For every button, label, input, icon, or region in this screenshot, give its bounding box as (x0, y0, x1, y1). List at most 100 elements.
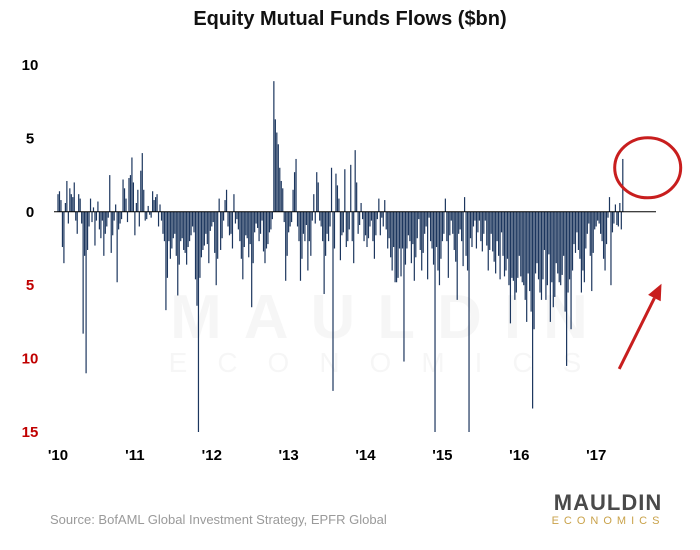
bar (259, 211, 262, 234)
bar (558, 211, 560, 283)
bar (231, 211, 234, 249)
bar (566, 211, 568, 366)
bar (271, 211, 273, 220)
bar (388, 211, 390, 239)
bar (81, 211, 83, 224)
bar (431, 211, 433, 249)
bar (79, 198, 81, 212)
bar (94, 211, 96, 246)
bar (199, 211, 201, 278)
bar (503, 211, 506, 277)
bar (571, 211, 574, 271)
bar (112, 211, 114, 236)
bar (215, 211, 217, 286)
bar (135, 202, 137, 212)
bar (546, 211, 548, 286)
bar (209, 211, 211, 231)
bar (100, 211, 102, 239)
bar (542, 211, 544, 280)
bar (475, 211, 478, 249)
bar (350, 164, 352, 212)
bar (97, 201, 99, 212)
bar (221, 211, 223, 239)
bar (270, 211, 272, 230)
bar (592, 211, 594, 253)
bar (325, 211, 327, 256)
bar (261, 211, 263, 221)
bar (307, 211, 309, 271)
bar (183, 211, 185, 250)
bar (382, 211, 384, 227)
bar (333, 211, 336, 249)
bar (197, 211, 200, 432)
bar (511, 211, 513, 278)
bar (116, 211, 118, 283)
bar (277, 144, 279, 212)
bar (594, 211, 596, 230)
bar (500, 211, 503, 233)
y-tick-label: 15 (22, 424, 39, 441)
bar (444, 198, 446, 212)
bar (119, 211, 121, 224)
bar (268, 211, 271, 233)
bar (257, 211, 259, 228)
bar (248, 211, 250, 258)
bar (339, 211, 341, 261)
bar (308, 211, 310, 242)
bar (498, 211, 500, 256)
y-tick-label: 10 (22, 57, 39, 74)
bar (429, 211, 432, 242)
x-tick-label: '13 (278, 447, 298, 464)
bar (567, 211, 569, 293)
bar (310, 211, 312, 256)
bar (169, 211, 171, 259)
bar (564, 211, 566, 312)
bar (403, 211, 405, 362)
bar (520, 211, 522, 277)
bar (514, 211, 516, 300)
bar (552, 211, 554, 308)
bar (240, 211, 242, 259)
bar (120, 211, 123, 220)
bar (341, 211, 343, 236)
bar (222, 211, 225, 221)
bar (291, 211, 293, 223)
bar (489, 211, 491, 250)
bar (177, 211, 179, 296)
bar (580, 211, 582, 293)
bar (527, 211, 529, 274)
bar (314, 211, 316, 224)
bar (469, 211, 472, 239)
bar (60, 200, 62, 212)
bar (329, 211, 331, 227)
bar (443, 211, 445, 234)
bar (243, 211, 245, 248)
bar (526, 211, 528, 322)
bar (107, 211, 109, 218)
bar (357, 211, 359, 234)
bar (159, 204, 161, 212)
bar (410, 211, 412, 264)
annotations (613, 136, 683, 370)
bar (413, 211, 415, 281)
bar (453, 211, 455, 250)
bar (200, 211, 203, 258)
bar (58, 191, 61, 212)
bar (397, 211, 399, 278)
bar (132, 182, 134, 212)
bar (84, 211, 86, 256)
bar (496, 211, 498, 242)
arrow-head (648, 283, 662, 302)
bar (299, 211, 302, 281)
bar (481, 211, 483, 252)
bar (180, 211, 182, 242)
bar (313, 194, 315, 212)
source-note: Source: BofAML Global Investment Strateg… (50, 512, 387, 527)
bar (205, 211, 207, 234)
bar (529, 211, 531, 292)
bar (508, 211, 510, 286)
bar (193, 211, 195, 233)
bar (122, 179, 124, 212)
x-tick-label: '17 (586, 447, 606, 464)
